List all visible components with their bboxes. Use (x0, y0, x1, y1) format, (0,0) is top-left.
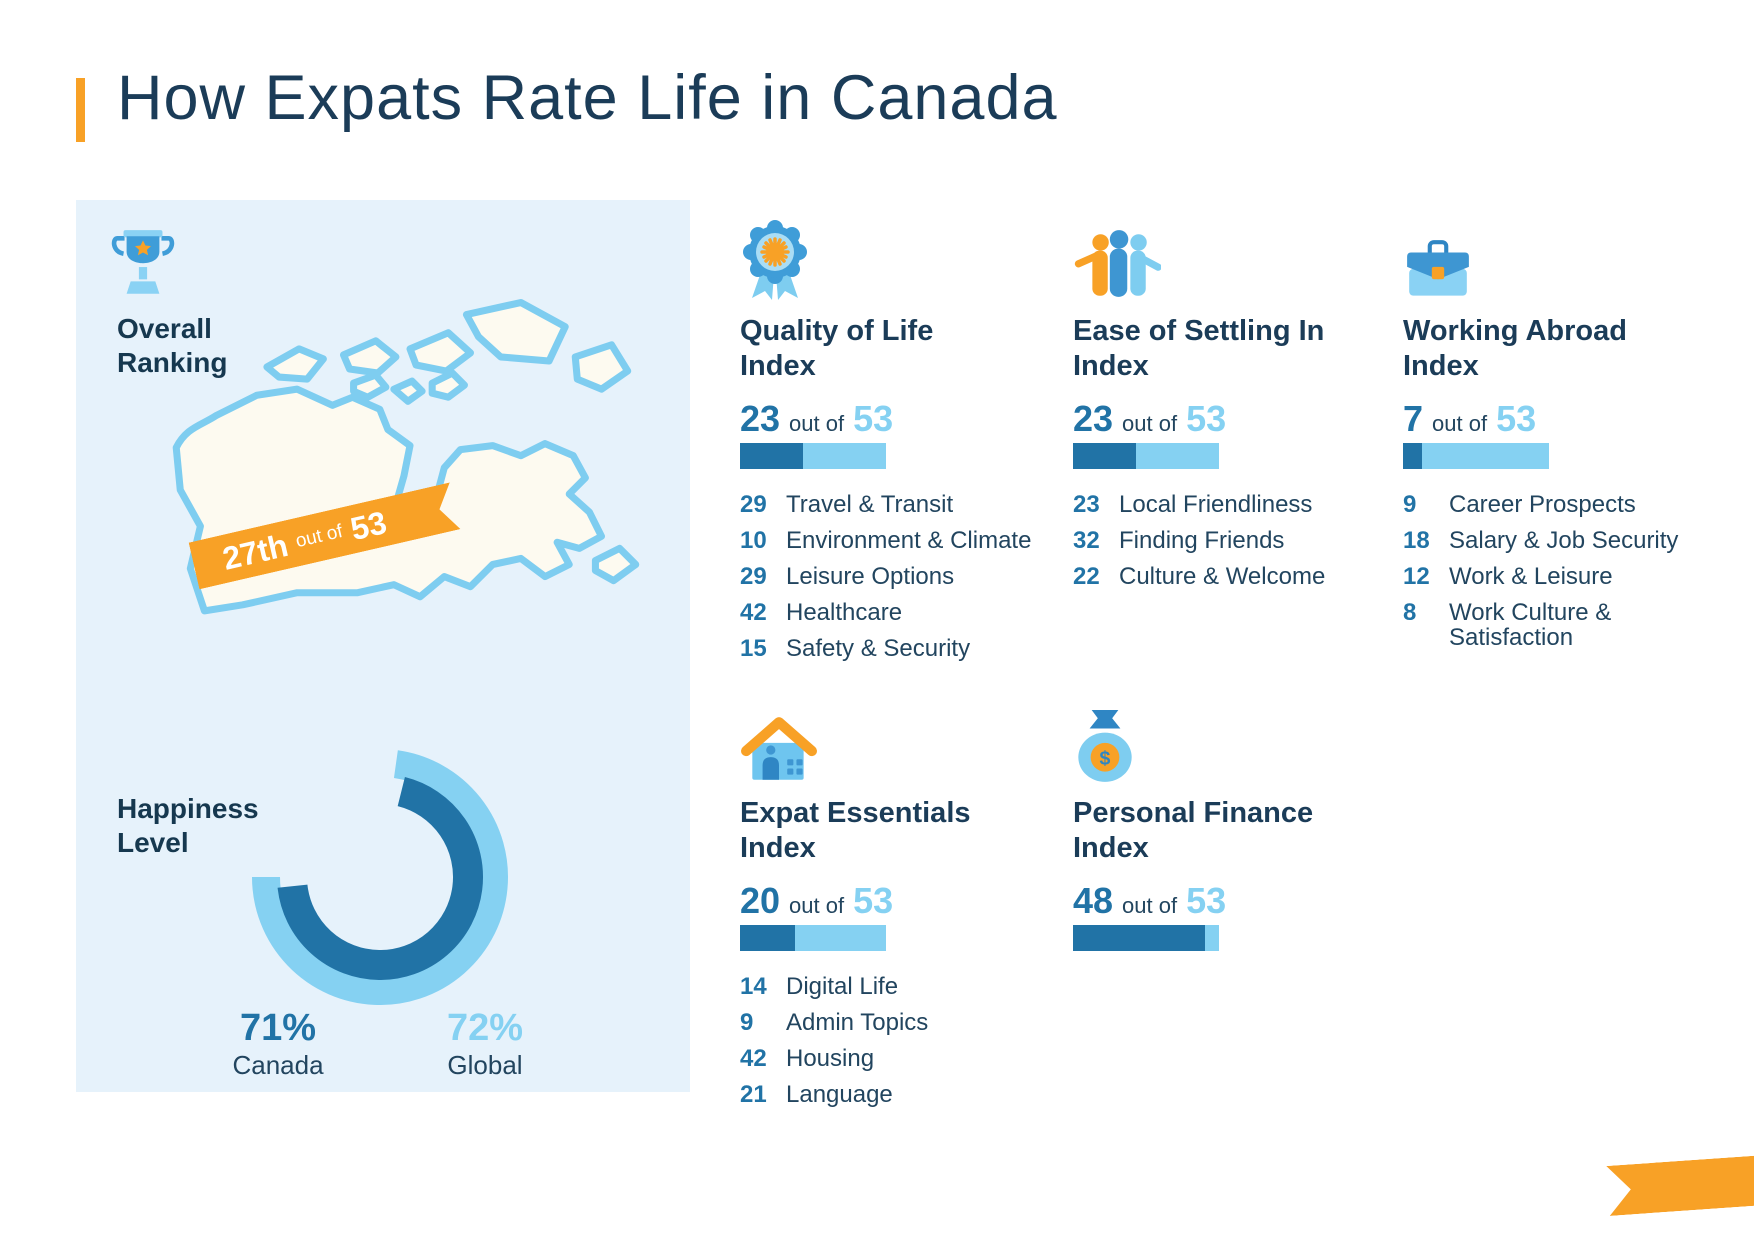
global-percentage: 72% (446, 1007, 524, 1049)
rank-connector: out of (1122, 893, 1178, 918)
trophy-icon-svg (111, 230, 175, 294)
friends-people-icon (1073, 218, 1373, 304)
page-title: How Expats Rate Life in Canada (117, 63, 1058, 133)
card-title-expat-essentials: Expat Essentials Index (740, 797, 971, 864)
list-item: 10 Environment & Climate (740, 527, 1032, 554)
rank-total: 53 (1186, 880, 1227, 921)
briefcase-icon (1403, 218, 1703, 304)
money-bag-icon: $ (1073, 700, 1373, 786)
list-item: 9 Career Prospects (1403, 491, 1636, 518)
donut-global-arc (252, 750, 508, 1005)
list-item: 8 Work Culture & Satisfaction (1403, 599, 1612, 651)
donut-canada-arc (277, 777, 483, 980)
list-item: 42 Healthcare (740, 599, 903, 626)
trophy-icon (110, 224, 176, 306)
happiness-donut-chart (230, 727, 530, 1027)
rank-value: 23 (740, 398, 781, 439)
rank-row: 23 out of 53 (740, 398, 1040, 439)
canada-caption: Canada (232, 1050, 324, 1080)
rank-total: 53 (853, 398, 894, 439)
subcategory-list: 9 Career Prospects 18 Salary & Job Securit… (1403, 492, 1703, 650)
rank-connector: out of (1122, 411, 1178, 436)
rank-total: 53 (1186, 398, 1227, 439)
list-item: 12 Work & Leisure (1403, 563, 1613, 590)
global-caption: Global (447, 1050, 523, 1080)
rank-row: 23 out of 53 (1073, 398, 1373, 439)
rosette-badge-icon (740, 218, 1040, 304)
rank-progress-bar (1403, 443, 1549, 469)
canada-percentage: 71% (239, 1007, 317, 1049)
rank-total: 53 (1496, 398, 1537, 439)
list-item: 9 Admin Topics (740, 1009, 929, 1036)
rank-row: 20 out of 53 (740, 880, 1040, 921)
rank-connector: out of (789, 411, 845, 436)
list-item: 22 Culture & Welcome (1073, 563, 1326, 590)
rank-value: 48 (1073, 880, 1114, 921)
list-item: 23 Local Friendliness (1073, 491, 1313, 518)
rank-progress-bar (740, 925, 886, 951)
rank-progress-fill (1073, 443, 1137, 469)
happiness-canada-stat: 71% Canada (203, 1008, 353, 1082)
subcategory-list: 23 Local Friendliness 32 Finding Friends 2… (1073, 492, 1373, 589)
rank-progress-fill (740, 443, 804, 469)
rank-total: 53 (347, 503, 390, 547)
rank-progress-fill (740, 925, 796, 951)
index-card-quality-of-life: Quality of Life Index 23 out of 53 29 Tra… (740, 218, 1040, 672)
index-card-working-abroad: Working Abroad Index 7 out of 53 9 Career… (1403, 218, 1703, 661)
rank-connector: out of (293, 521, 345, 553)
title-accent-bar (76, 78, 85, 142)
list-item: 18 Salary & Job Security (1403, 527, 1679, 554)
rank-progress-fill (1403, 443, 1423, 469)
list-item: 15 Safety & Security (740, 635, 971, 662)
happiness-level-label: Happiness Level (117, 793, 259, 858)
overall-ranking-label: Overall Ranking (117, 313, 228, 378)
rank-progress-bar (1073, 443, 1219, 469)
rank-value: 23 (1073, 398, 1114, 439)
list-item: 14 Digital Life (740, 973, 899, 1000)
happiness-global-stat: 72% Global (410, 1008, 560, 1082)
rank-value: 27th (219, 526, 292, 577)
card-title-personal-finance: Personal Finance Index (1073, 797, 1314, 864)
dollar-sign-glyph: $ (1100, 747, 1111, 769)
rank-connector: out of (789, 893, 845, 918)
rank-total: 53 (853, 880, 894, 921)
subcategory-list: 14 Digital Life 9 Admin Topics 42 Housing 2… (740, 974, 1040, 1107)
list-item: 21 Language (740, 1081, 893, 1108)
list-item: 29 Leisure Options (740, 563, 955, 590)
rank-connector: out of (1432, 411, 1488, 436)
rank-progress-bar (740, 443, 886, 469)
list-item: 42 Housing (740, 1045, 875, 1072)
rank-row: 7 out of 53 (1403, 398, 1703, 439)
rank-progress-bar (1073, 925, 1219, 951)
house-icon (740, 700, 1040, 786)
index-card-expat-essentials: Expat Essentials Index 20 out of 53 14 Di… (740, 700, 1040, 1118)
index-card-ease-of-settling-in: Ease of Settling In Index 23 out of 53 2… (1073, 218, 1373, 600)
rank-row: 48 out of 53 (1073, 880, 1373, 921)
rank-value: 20 (740, 880, 781, 921)
summary-panel: Overall Ranking 27th (76, 200, 690, 1092)
card-title-ease-of-settling-in: Ease of Settling In Index (1073, 315, 1325, 382)
index-card-personal-finance: $ Personal Finance Index 48 out of 53 (1073, 700, 1373, 951)
corner-ribbon-decoration (1606, 1154, 1754, 1216)
rank-value: 7 (1403, 398, 1424, 439)
list-item: 32 Finding Friends (1073, 527, 1285, 554)
happiness-donut-svg (252, 750, 508, 1005)
rank-progress-fill (1073, 925, 1206, 951)
card-title-working-abroad: Working Abroad Index (1403, 315, 1627, 382)
list-item: 29 Travel & Transit (740, 491, 954, 518)
card-title-quality-of-life: Quality of Life Index (740, 315, 934, 382)
subcategory-list: 29 Travel & Transit 10 Environment & Clima… (740, 492, 1040, 661)
